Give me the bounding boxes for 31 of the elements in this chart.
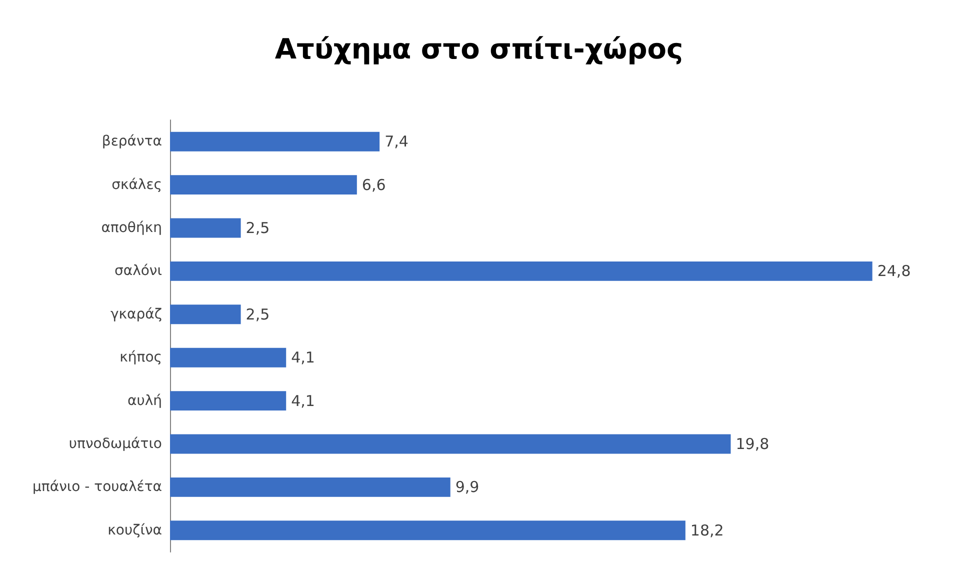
bar	[170, 391, 286, 411]
bar	[170, 434, 731, 454]
data-label: 9,9	[455, 478, 480, 496]
data-label: 24,8	[877, 262, 911, 280]
bar	[170, 132, 380, 152]
y-tick-label: αυλή	[128, 392, 162, 409]
data-label: 6,6	[362, 176, 386, 194]
data-label: 19,8	[736, 435, 770, 453]
bar	[170, 520, 686, 540]
data-label: 4,1	[291, 348, 315, 367]
y-tick-label: μπάνιο - τουαλέτα	[32, 479, 162, 496]
y-tick-label: γκαράζ	[110, 306, 162, 322]
y-tick-label: σκάλες	[112, 176, 162, 193]
y-tick-label: κήπος	[120, 350, 162, 366]
data-label: 7,4	[384, 132, 408, 151]
bar	[170, 477, 450, 497]
y-tick-label: αποθήκη	[101, 220, 162, 236]
bar	[170, 218, 241, 238]
data-label: 2,5	[246, 305, 270, 324]
chart-title: Ατύχημα στο σπίτι-χώρος	[274, 32, 684, 66]
y-tick-label: κουζίνα	[108, 522, 162, 538]
data-label: 4,1	[291, 392, 315, 410]
data-label: 2,5	[246, 219, 270, 237]
y-tick-label: σαλόνι	[114, 263, 162, 280]
bar	[170, 304, 241, 324]
bar	[170, 348, 286, 368]
y-tick-label: βεράντα	[102, 134, 162, 150]
bar	[170, 175, 357, 195]
bar	[170, 261, 872, 281]
data-label: 18,2	[690, 521, 724, 540]
y-tick-label: υπνοδωμάτιο	[68, 436, 162, 452]
